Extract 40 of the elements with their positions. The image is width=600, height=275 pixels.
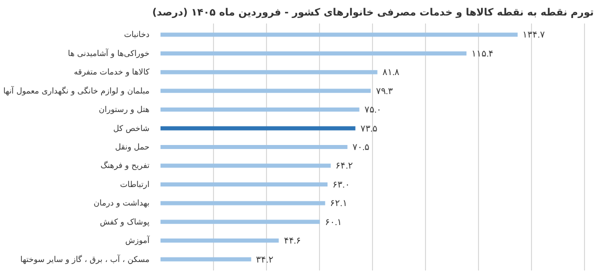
data-label: ۶۴.۲ xyxy=(336,160,353,171)
data-label: ۷۳.۵ xyxy=(360,123,378,134)
y-tick-label: تفریح و فرهنگ xyxy=(100,160,150,170)
bar xyxy=(160,88,371,93)
bar xyxy=(160,32,518,37)
y-tick-label: مسکن ، آب ، برق ، گاز و سایر سوختها xyxy=(20,254,150,264)
bar xyxy=(160,257,252,262)
data-label: ۶۳.۰ xyxy=(332,179,350,190)
bar xyxy=(160,220,320,224)
y-tick-label: ارتباطات xyxy=(120,180,150,189)
data-label: ۷۵.۰ xyxy=(364,104,382,115)
bar xyxy=(160,70,378,74)
y-tick-label: حمل ونقل xyxy=(115,142,150,152)
y-tick-label: خوراکی‌ها و آشامیدنی ها xyxy=(68,48,150,58)
y-tick-label: دخانیات xyxy=(124,30,150,40)
data-label: ۷۹.۳ xyxy=(376,86,394,96)
data-label: ۴۴.۶ xyxy=(284,236,301,246)
bar xyxy=(160,126,356,130)
data-label: ۷۰.۵ xyxy=(352,142,370,152)
bar xyxy=(160,164,331,168)
y-tick-label: بهداشت و درمان xyxy=(94,198,150,208)
y-tick-label: پوشاک و کفش xyxy=(100,217,150,226)
data-label: ۳۴.۲ xyxy=(256,254,274,264)
bar xyxy=(160,182,328,186)
y-tick-label: کالاها و خدمات متفرقه xyxy=(74,68,150,77)
y-tick-label: مبلمان و لوازم خانگی و نگهداری معمول آنها xyxy=(3,85,150,96)
data-label: ۶۰.۱ xyxy=(324,216,342,227)
y-tick-label: هتل و رستوران xyxy=(98,105,150,114)
bar xyxy=(160,51,466,56)
y-tick-label: شاخص کل xyxy=(113,124,150,133)
bar xyxy=(160,238,279,243)
data-label: ۱۳۴.۷ xyxy=(522,30,545,40)
data-label: ۱۱۵.۴ xyxy=(471,48,494,58)
data-label: ۸۱.۸ xyxy=(382,67,400,78)
bar xyxy=(160,201,326,206)
data-label: ۶۲.۱ xyxy=(330,198,348,208)
bar xyxy=(160,108,360,112)
chart-title: تورم نقطه به نقطه کالاها و خدمات مصرفی خانوارهای کشور - فروردین ماه ۱۴۰۵ (درصد) xyxy=(152,8,594,18)
bar xyxy=(160,144,348,150)
y-tick-label: آموزش xyxy=(125,235,150,246)
